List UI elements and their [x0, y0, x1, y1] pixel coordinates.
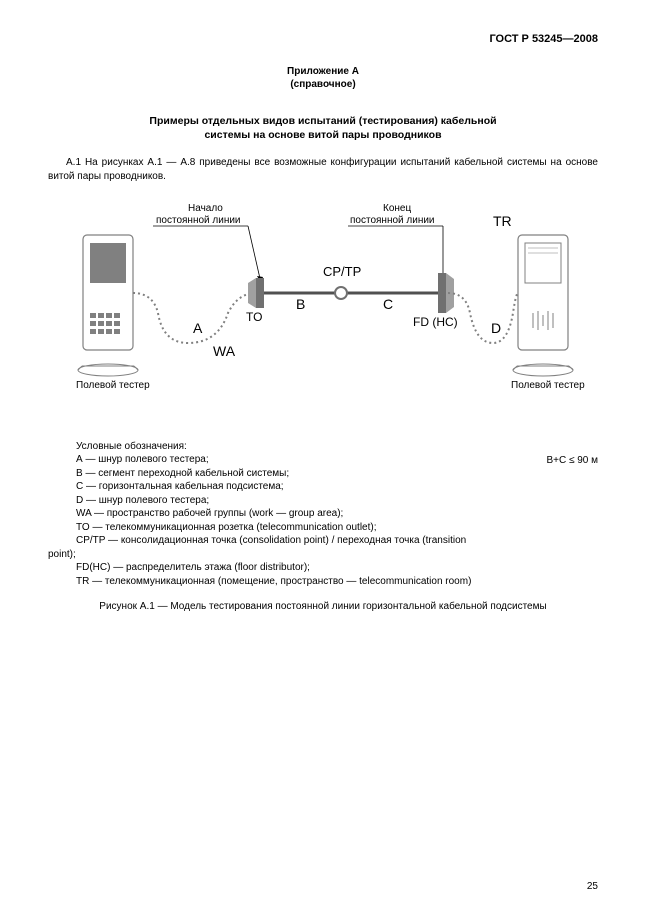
formula-bc: В+С ≤ 90 м — [546, 454, 598, 468]
label-wa: WA — [213, 343, 236, 359]
label-tr: TR — [493, 213, 512, 229]
legend-line: А — шнур полевого тестера; — [76, 453, 598, 467]
section-title-line1: Примеры отдельных видов испытаний (тести… — [48, 114, 598, 128]
label-end-bottom: постоянной линии — [350, 215, 435, 226]
label-start-bottom: постоянной линии — [156, 215, 241, 226]
cable-d — [448, 293, 518, 343]
label-c: С — [383, 296, 393, 312]
legend-line: CP/TP — консолидационная точка (consolid… — [76, 534, 598, 548]
legend-block: В+С ≤ 90 м Условные обозначения: А — шну… — [48, 440, 598, 548]
figure-a1-diagram: Начало постоянной линии Конец постоянной… — [48, 193, 598, 423]
label-a: A — [193, 320, 203, 336]
cptp-node — [335, 287, 347, 299]
legend-line: D — шнур полевого тестера; — [76, 494, 598, 508]
arrow-start — [248, 226, 261, 283]
document-code: ГОСТ Р 53245—2008 — [48, 32, 598, 47]
legend-tail: point); — [48, 548, 598, 562]
legend-line: TR — телекоммуникационная (помещение, пр… — [76, 575, 598, 589]
legend-header: Условные обозначения: — [76, 440, 598, 454]
legend-line: TO — телекоммуникационная розетка (telec… — [76, 521, 598, 535]
label-tester-right: Полевой тестер — [511, 380, 585, 391]
label-tester-left: Полевой тестер — [76, 380, 150, 391]
page-number: 25 — [587, 880, 598, 894]
appendix-label: Приложение А — [48, 65, 598, 79]
right-tester-device — [513, 235, 573, 376]
legend-block-2: FD(HC) — распределитель этажа (floor dis… — [48, 561, 598, 588]
page: ГОСТ Р 53245—2008 Приложение А (справочн… — [0, 0, 646, 913]
legend-line: FD(HC) — распределитель этажа (floor dis… — [76, 561, 598, 575]
legend-line: WA — пространство рабочей группы (work —… — [76, 507, 598, 521]
appendix-subtitle: (справочное) — [48, 78, 598, 92]
section-title-line2: системы на основе витой пары проводников — [48, 128, 598, 142]
label-d: D — [491, 320, 501, 336]
paragraph-a1: А.1 На рисунках А.1 — А.8 приведены все … — [48, 156, 598, 183]
label-to: TO — [246, 310, 262, 324]
to-connector-side — [248, 278, 256, 308]
left-tester-device — [78, 235, 138, 376]
label-cptp: CP/TP — [323, 264, 361, 279]
fdhc-connector — [438, 273, 446, 313]
label-start-top: Начало — [188, 203, 223, 214]
to-connector — [256, 278, 264, 308]
figure-caption: Рисунок А.1 — Модель тестирования постоя… — [48, 600, 598, 614]
label-end-top: Конец — [383, 203, 411, 214]
legend-line: В — сегмент переходной кабельной системы… — [76, 467, 598, 481]
label-fdhc: FD (HC) — [413, 315, 458, 329]
legend-line: С — горизонтальная кабельная подсистема; — [76, 480, 598, 494]
label-b: В — [296, 296, 305, 312]
